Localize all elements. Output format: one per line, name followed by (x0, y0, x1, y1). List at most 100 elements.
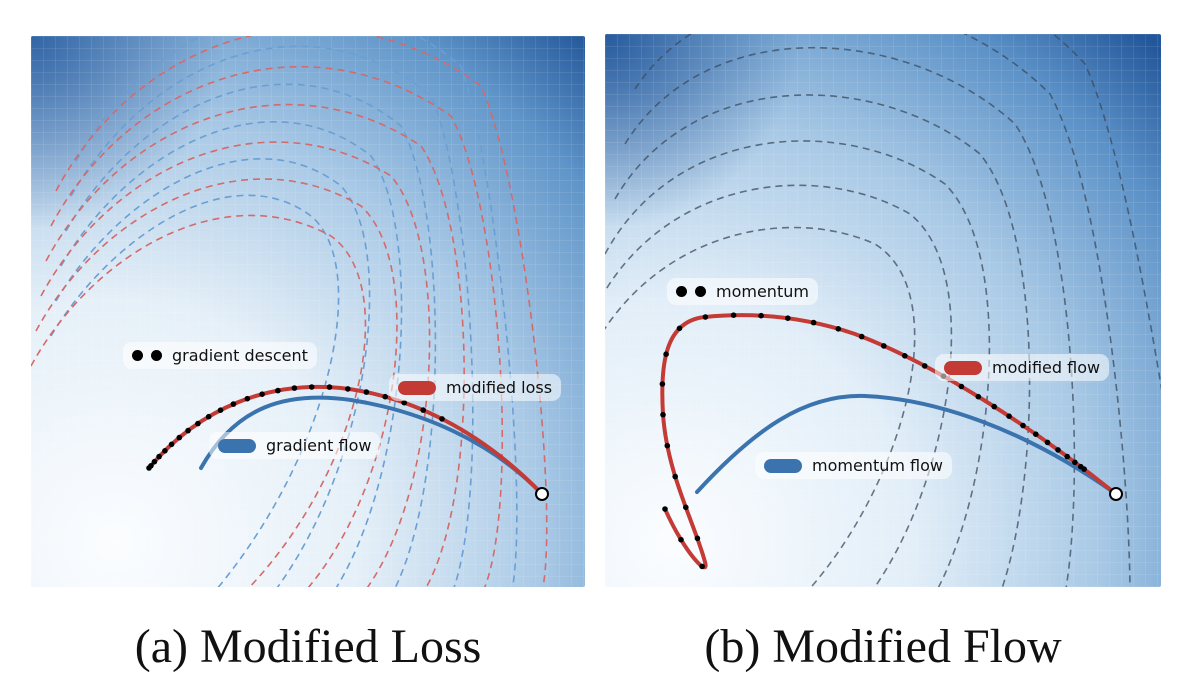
contour-line (645, 34, 1161, 391)
red-line-icon (398, 380, 436, 395)
red-line-icon (944, 360, 982, 375)
step-dot (156, 453, 162, 460)
step-dot (1072, 459, 1078, 466)
legend-momentum: momentum (667, 278, 818, 305)
step-dot (151, 458, 158, 465)
step-dot (230, 401, 237, 407)
step-dot (730, 312, 737, 319)
step-dot (991, 403, 997, 410)
legend-label: gradient flow (266, 436, 372, 455)
panel-modified-flow: momentum modified flow momentum flow (605, 34, 1161, 587)
step-dot (176, 434, 183, 441)
step-dot (663, 351, 669, 358)
step-dot (244, 395, 251, 402)
step-dot (420, 407, 427, 413)
contour-line (50, 194, 340, 587)
step-dot (195, 420, 201, 427)
step-dot (975, 393, 982, 400)
step-dot (1055, 447, 1061, 453)
legend-gradient-descent: gradient descent (123, 342, 317, 369)
gradient-flow-curve (199, 395, 544, 496)
contour-line (55, 158, 371, 587)
panel-modified-loss: gradient descent modified loss gradient … (31, 36, 585, 587)
legend-label: gradient descent (172, 346, 308, 365)
step-dot (1033, 431, 1039, 438)
step-dot (662, 506, 668, 512)
blue-line-icon (764, 458, 802, 473)
momentum-flow-curve (695, 393, 1118, 496)
legend-label: momentum flow (812, 456, 943, 475)
contour-line (55, 36, 548, 587)
step-dot (382, 393, 389, 400)
black-dots-icon (676, 286, 706, 297)
contour-line (35, 178, 398, 587)
start-point-icon (535, 487, 549, 501)
step-dot (659, 381, 666, 387)
legend-label: modified flow (992, 358, 1101, 377)
step-dot (401, 399, 408, 406)
step-dot (881, 343, 887, 349)
legend-momentum-flow: momentum flow (755, 452, 952, 479)
legend-label: momentum (716, 282, 809, 301)
step-dot (810, 319, 817, 326)
step-dot (835, 326, 842, 332)
step-dot (672, 473, 678, 480)
contour-line (624, 46, 1076, 587)
contour-line (634, 34, 1131, 587)
step-dot (858, 333, 865, 340)
contour-line (614, 94, 1031, 587)
legend-modified-flow: modified flow (935, 354, 1110, 381)
modified-flow-plot (605, 34, 1161, 587)
step-dot (664, 442, 671, 449)
contour-line (31, 214, 367, 587)
step-dot (308, 384, 315, 390)
step-dot (660, 411, 666, 418)
caption-panel-a: (a) Modified Loss (134, 620, 482, 673)
step-dot (291, 385, 298, 391)
contour-line (605, 140, 991, 587)
contour-line (70, 45, 474, 587)
caption-panel-b: (b) Modified Flow (704, 620, 1062, 673)
step-dot (694, 535, 701, 542)
step-dot (702, 314, 709, 320)
step-dot (683, 504, 689, 511)
legend-modified-loss: modified loss (389, 374, 562, 401)
legend-gradient-flow: gradient flow (209, 432, 381, 459)
step-dot (275, 387, 281, 394)
legend-label: modified loss (446, 378, 553, 397)
step-dot (326, 384, 333, 390)
step-dot (1044, 439, 1051, 446)
step-dot (363, 389, 370, 395)
step-dot (1064, 453, 1070, 460)
step-dot (217, 407, 224, 414)
step-dot (168, 441, 175, 448)
modified-loss-plot (31, 36, 585, 587)
contour-line (40, 141, 431, 587)
start-point-icon (1109, 487, 1123, 501)
blue-line-icon (218, 438, 256, 453)
step-dot (345, 386, 351, 392)
step-dot (1020, 422, 1026, 429)
gradient-descent-steps (146, 384, 445, 471)
step-dot (678, 536, 684, 543)
step-dot (958, 383, 965, 390)
momentum-steps (659, 312, 1087, 570)
black-dots-icon (132, 350, 162, 361)
step-dot (902, 353, 908, 359)
step-dot (1006, 413, 1012, 420)
contour-line (605, 226, 916, 587)
step-dot (148, 463, 154, 469)
modified-loss-curve (147, 384, 544, 496)
step-dot (699, 563, 705, 570)
step-dot (439, 416, 445, 422)
contour-line (60, 121, 403, 587)
step-dot (1078, 463, 1084, 470)
step-dot (785, 315, 791, 322)
contour-line (65, 83, 437, 587)
step-dot (921, 363, 928, 369)
step-dot (205, 413, 212, 420)
step-dot (676, 325, 683, 332)
contour-line (75, 36, 518, 587)
contour-line (45, 103, 465, 587)
step-dot (162, 448, 168, 454)
